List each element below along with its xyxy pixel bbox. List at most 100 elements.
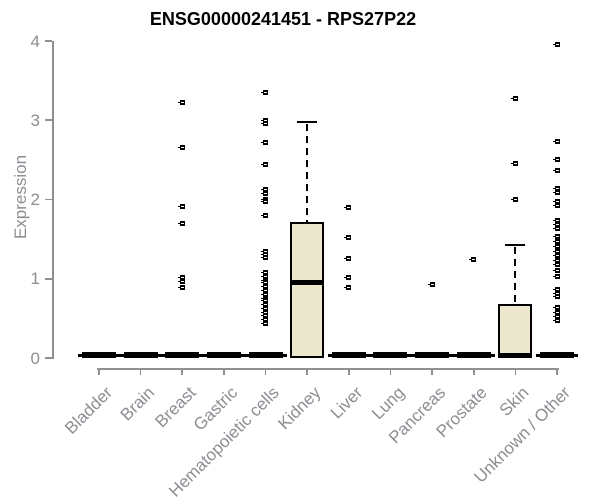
outlier-point [552,258,560,264]
outlier-point [261,254,269,260]
outlier-point [261,320,269,326]
median-line [292,280,323,286]
outlier-point [261,139,269,145]
outlier-point [344,235,352,241]
x-tick [264,368,267,375]
x-tick [514,368,517,375]
outlier-point [261,273,269,279]
outlier-point [261,309,269,315]
x-tick [181,368,184,375]
zero-box [415,352,450,358]
upper-whisker [306,123,309,222]
outlier-point [552,318,560,324]
y-tick-label: 0 [30,348,40,368]
boxplot-box [498,304,533,358]
outlier-point [261,288,269,294]
x-axis-line [97,368,560,370]
outlier-point [344,256,352,262]
zero-box [123,352,158,358]
outlier-point [261,199,269,205]
outlier-point [510,96,518,102]
outlier-point [552,234,560,240]
x-tick-label: Bladder [61,383,117,438]
y-tick-label: 3 [30,110,40,130]
outlier-point [177,100,185,106]
x-tick [348,368,350,375]
outlier-point [552,314,560,320]
x-tick [139,368,142,375]
outlier-point [552,261,560,267]
x-tick [431,368,433,375]
outlier-point [552,222,560,228]
y-tick-label: 1 [30,269,40,289]
outlier-point [552,226,560,232]
upper-whisker [514,247,517,305]
outlier-point [177,145,185,151]
x-tick [223,368,225,375]
zero-box [82,352,116,358]
outlier-point [261,117,269,123]
outlier-point [552,239,560,244]
outlier-point [552,286,560,292]
outlier-point [261,190,269,196]
outlier-point [261,212,269,218]
outlier-point [261,90,269,95]
outlier-point [552,273,560,279]
outlier-point [261,280,269,286]
outlier-point [177,274,185,280]
boxplot-box [290,221,325,358]
zero-box [456,352,491,358]
outlier-point [469,257,477,263]
outlier-point [344,284,352,290]
outlier-point [261,284,269,290]
zero-box [248,352,283,358]
y-axis-line [52,41,54,359]
y-tick-label: 2 [30,190,40,209]
outlier-point [261,298,269,304]
outlier-point [344,275,352,281]
zero-box [540,352,575,358]
y-tick [45,198,52,201]
outlier-point [552,185,560,191]
outlier-point [177,204,185,210]
outlier-point [261,305,269,311]
outlier-point [261,301,269,307]
outlier-point [177,279,185,285]
chart-title: ENSG00000241451 - RPS27P22 [149,9,417,29]
outlier-point [261,120,269,126]
outlier-point [552,304,560,310]
y-tick [45,119,52,122]
outlier-point [261,269,269,275]
outlier-point [261,292,269,298]
y-tick-label: 4 [30,31,40,51]
outlier-point [510,161,518,167]
outlier-point [552,217,560,223]
x-tick-label: Liver [326,383,367,423]
y-tick [45,40,52,42]
outlier-point [510,197,518,202]
outlier-point [552,253,560,259]
x-tick [556,368,558,375]
outlier-point [552,202,560,208]
outlier-point [552,42,560,48]
outlier-point [552,167,560,173]
outlier-point [261,313,269,319]
whisker-cap [505,244,526,247]
outlier-point [261,162,269,168]
x-tick [98,368,100,375]
x-tick [306,368,308,375]
zero-box [206,352,241,358]
x-tick [389,368,392,375]
outlier-point [552,139,560,145]
outlier-point [552,309,560,315]
outlier-point [261,249,269,255]
outlier-point [177,220,185,226]
outlier-point [552,290,560,296]
median-line [500,353,531,358]
outlier-point [552,268,560,274]
y-tick [45,357,52,359]
outlier-point [344,204,352,210]
outlier-point [552,199,560,205]
zero-box [331,352,366,358]
